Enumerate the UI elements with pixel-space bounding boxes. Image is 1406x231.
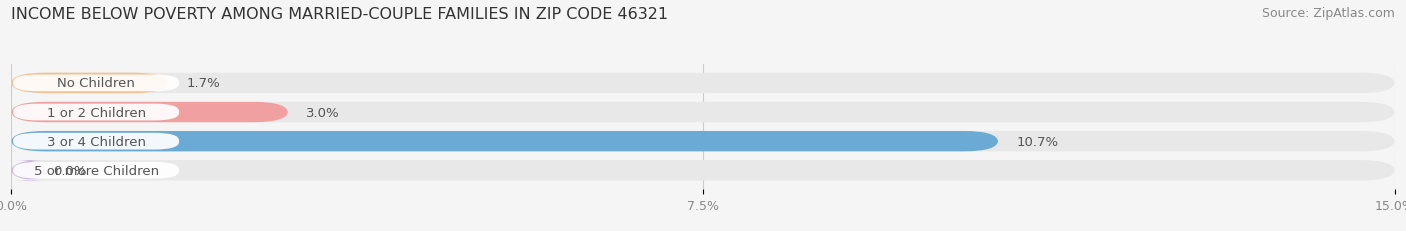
Text: 5 or more Children: 5 or more Children <box>34 164 159 177</box>
FancyBboxPatch shape <box>11 102 288 123</box>
Text: Source: ZipAtlas.com: Source: ZipAtlas.com <box>1261 7 1395 20</box>
Text: 3 or 4 Children: 3 or 4 Children <box>46 135 146 148</box>
FancyBboxPatch shape <box>11 73 1395 94</box>
Text: 3.0%: 3.0% <box>307 106 340 119</box>
Text: INCOME BELOW POVERTY AMONG MARRIED-COUPLE FAMILIES IN ZIP CODE 46321: INCOME BELOW POVERTY AMONG MARRIED-COUPL… <box>11 7 668 22</box>
Text: 0.0%: 0.0% <box>53 164 86 177</box>
Text: 1.7%: 1.7% <box>187 77 221 90</box>
Text: No Children: No Children <box>58 77 135 90</box>
Text: 1 or 2 Children: 1 or 2 Children <box>46 106 146 119</box>
FancyBboxPatch shape <box>11 160 1395 181</box>
Text: 10.7%: 10.7% <box>1017 135 1059 148</box>
FancyBboxPatch shape <box>11 131 1395 152</box>
FancyBboxPatch shape <box>11 131 998 152</box>
FancyBboxPatch shape <box>13 75 179 92</box>
FancyBboxPatch shape <box>13 162 179 179</box>
FancyBboxPatch shape <box>11 102 1395 123</box>
FancyBboxPatch shape <box>11 160 48 181</box>
FancyBboxPatch shape <box>13 104 179 121</box>
FancyBboxPatch shape <box>11 73 169 94</box>
FancyBboxPatch shape <box>13 133 179 150</box>
